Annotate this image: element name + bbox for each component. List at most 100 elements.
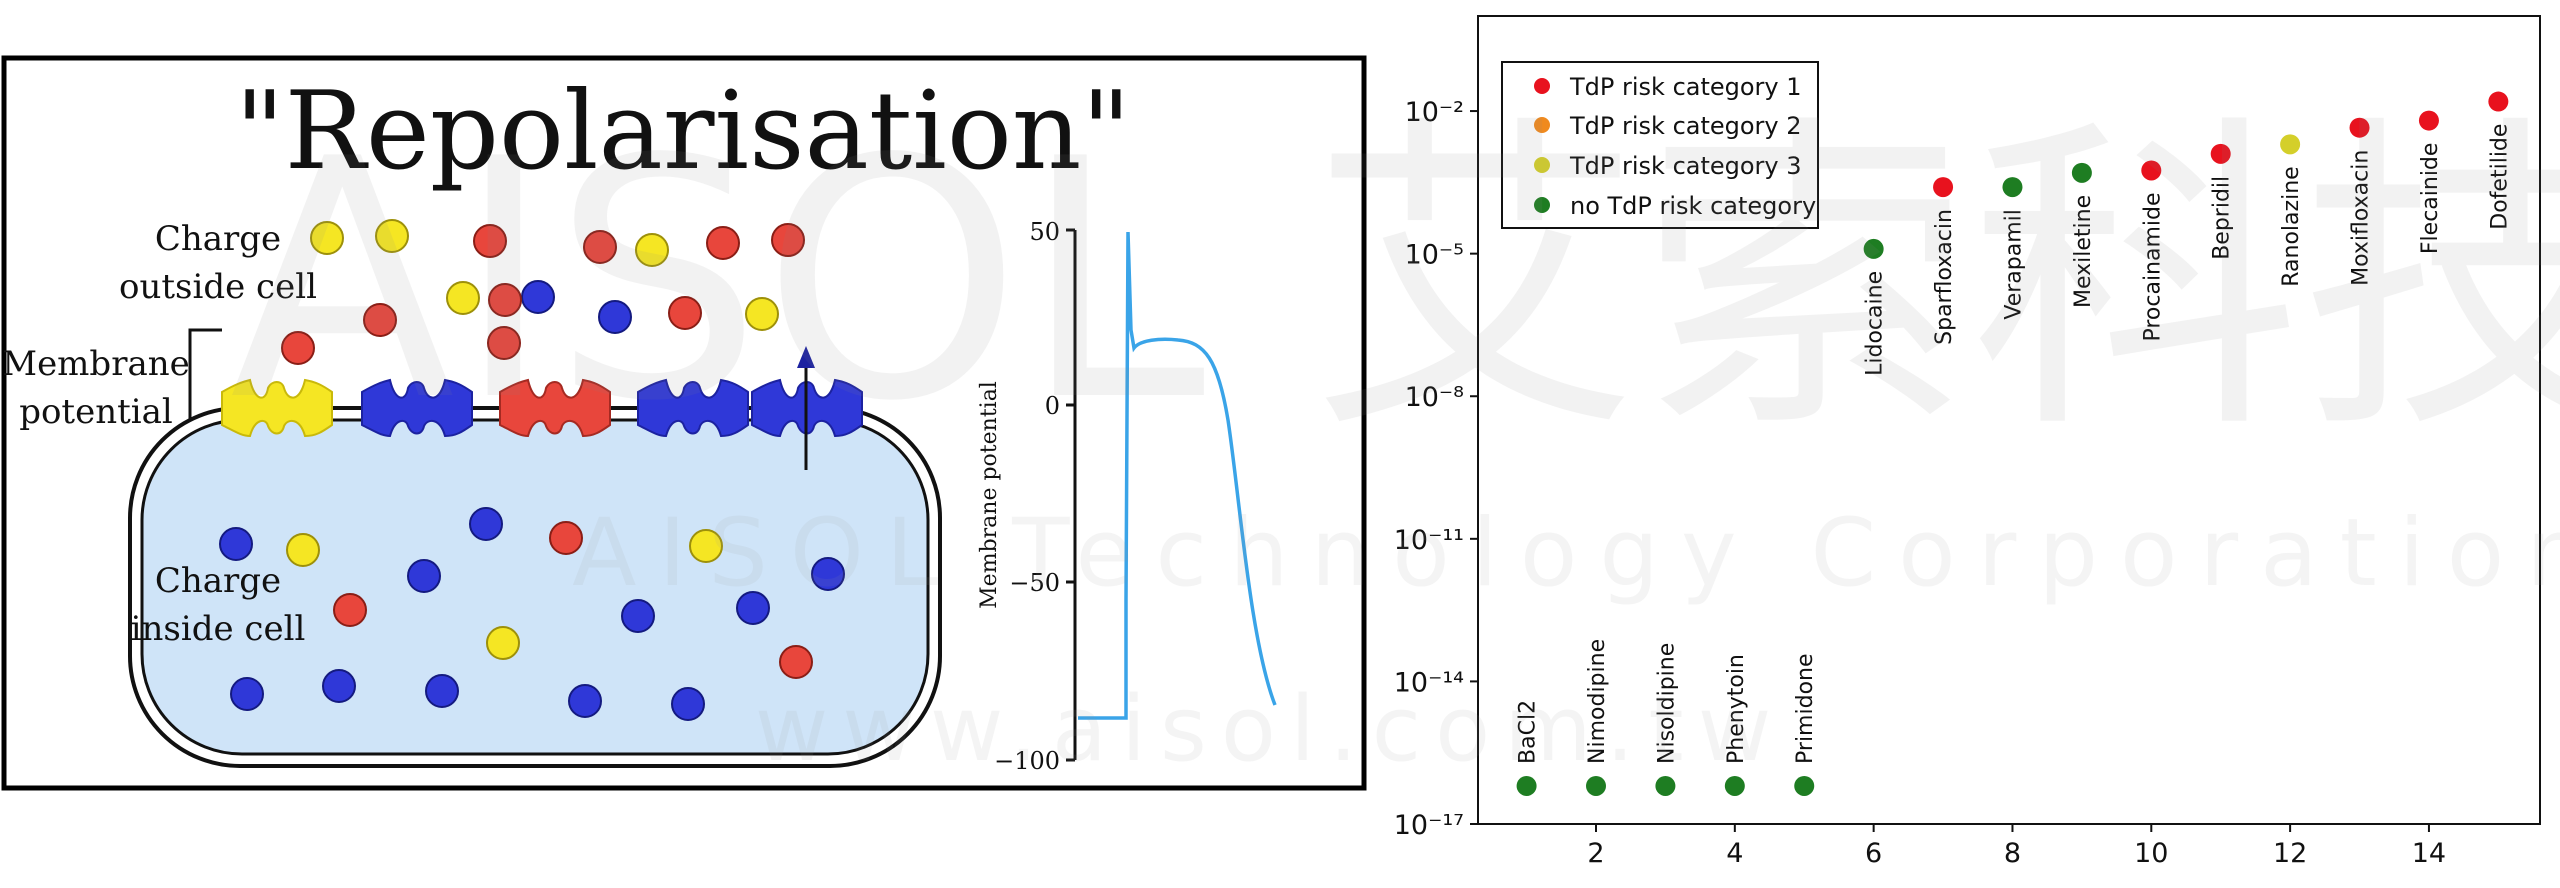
point-label-nimodipine: Nimodipine [1585,639,1610,764]
xtick-label-2: 2 [1587,838,1604,869]
ion-channel-yellow [221,378,333,438]
ion-particles [219,219,845,721]
ion-channel-blue-1 [361,378,473,438]
ion-28 [230,677,264,711]
point-nimodipine [1586,775,1606,796]
ion-1 [375,219,409,253]
tdp-risk-chart: 10⁻² 10⁻⁵ 10⁻⁸ 10⁻¹¹ 10⁻¹⁴ 10⁻¹⁷ 2 4 6 8… [1394,15,2541,869]
ion-10 [488,283,522,317]
ytick-label-e-17: 10⁻¹⁷ [1394,810,1464,841]
point-label-procainamide: Procainamide [2140,192,2165,341]
potential-tick-minus50: −50 [1009,569,1060,597]
ion-23 [333,593,367,627]
xtick-label-14: 14 [2412,838,2446,869]
potential-tick-minus100: −100 [994,747,1060,775]
x-axis-ticks: 2 4 6 8 10 12 14 [1587,824,2446,869]
ion-2 [473,224,507,258]
watermark-url: www.aisol.com.tw [755,677,1786,782]
legend-label-no-risk: no TdP risk category [1570,192,1816,220]
point-moxifloxacin [2349,117,2370,138]
point-flecainide [2418,110,2439,131]
point-verapamil [2002,177,2023,198]
potential-tick-0: 0 [1045,392,1060,420]
point-label-dofetilide: Dofetilide [2487,124,2512,230]
ytick-label-e-8: 10⁻⁸ [1405,382,1464,413]
ytick-label-e-14: 10⁻¹⁴ [1394,667,1464,698]
ytick-label-e-2: 10⁻² [1405,97,1464,128]
ion-27 [779,645,813,679]
point-label-moxifloxacin: Moxifloxacin [2349,150,2374,286]
point-nisoldipine [1655,775,1676,796]
legend-marker-cat3 [1534,157,1550,173]
watermark: AISOL 艾索科技 AISOL Technology Corporation … [229,89,2560,782]
point-bacl2 [1516,775,1537,796]
chart-legend: TdP risk category 1 TdP risk category 2 … [1501,61,1819,229]
ion-26 [486,626,520,660]
point-dofetilide [2488,91,2509,112]
label-charge-inside-line1: Charge [155,561,281,601]
ion-0 [310,221,344,255]
point-mexiletine [2071,162,2092,183]
ion-12 [668,296,702,330]
repolarisation-diagram: "Repolarisation" Charge outside cell Mem… [1,55,1367,791]
y-axis-ticks: 10⁻² 10⁻⁵ 10⁻⁸ 10⁻¹¹ 10⁻¹⁴ 10⁻¹⁷ [1394,97,1478,841]
ion-9 [363,303,397,337]
watermark-logo: AISOL 艾索科技 [229,89,2560,473]
legend-label-cat1: TdP risk category 1 [1569,73,1802,101]
legend-label-cat2: TdP risk category 2 [1569,112,1802,140]
point-label-ranolazine: Ranolazine [2279,166,2304,286]
action-potential-trace [1078,231,1277,720]
efflux-arrow [797,346,815,470]
point-label-nisoldipine: Nisoldipine [1654,643,1679,764]
point-label-bepridil: Bepridil [2210,176,2235,260]
ion-21 [689,529,723,563]
ion-16 [219,527,253,561]
ion-channel-red [499,378,611,438]
ion-18 [469,507,503,541]
ion-3 [583,230,617,264]
ion-6 [771,223,805,257]
xtick-label-4: 4 [1726,838,1743,869]
point-label-mexiletine: Mexiletine [2071,195,2096,308]
point-sparfloxacin [1933,177,1954,198]
ion-17 [286,533,320,567]
ion-20 [407,559,441,593]
legend-label-cat3: TdP risk category 3 [1569,152,1802,180]
ion-29 [322,669,356,703]
membrane-potential-plot: 50 0 −50 −100 Membrane potential [977,218,1277,775]
ion-32 [671,687,705,721]
ion-14 [281,331,315,365]
ion-25 [736,591,770,625]
xtick-label-8: 8 [2004,838,2021,869]
watermark-company: AISOL Technology Corporation [572,499,2560,608]
point-label-lidocaine: Lidocaine [1863,271,1888,376]
potential-ylabel: Membrane potential [977,381,1002,609]
ion-15 [487,326,521,360]
potential-tick-50: 50 [1029,218,1060,246]
label-membrane-line2: potential [19,392,173,432]
point-procainamide [2141,160,2162,181]
point-label-phenytoin: Phenytoin [1724,654,1749,764]
legend-marker-cat2 [1534,117,1550,133]
ion-22 [811,557,845,591]
ion-8 [521,280,555,314]
ion-4 [635,233,669,267]
point-label-primidone: Primidone [1793,653,1818,763]
data-points: BaCl2 Nimodipine Nisoldipine Phenytoin Primi… [1516,91,2512,796]
legend-marker-no-risk [1534,197,1550,213]
ion-5 [706,226,740,260]
point-label-sparfloxacin: Sparfloxacin [1932,209,1957,345]
xtick-label-12: 12 [2273,838,2307,869]
ion-19 [549,521,583,555]
point-label-verapamil: Verapamil [2001,209,2026,320]
xtick-label-10: 10 [2134,838,2168,869]
ion-channel-blue-2 [637,378,749,438]
ion-30 [425,674,459,708]
label-charge-outside-line1: Charge [155,219,281,259]
point-ranolazine [2280,134,2301,155]
point-phenytoin [1724,775,1745,796]
point-primidone [1794,775,1815,796]
point-label-bacl2: BaCl2 [1516,700,1541,764]
ion-24 [621,599,655,633]
